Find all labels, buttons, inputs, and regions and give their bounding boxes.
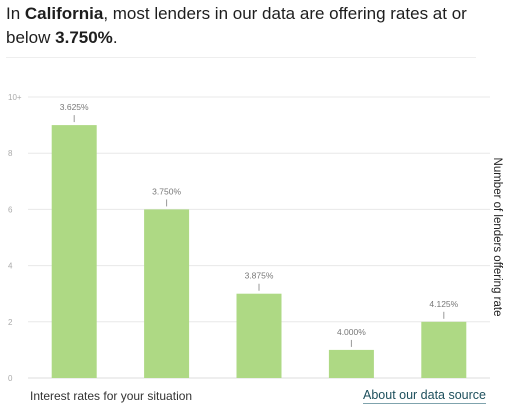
headline-prefix: In <box>6 4 25 23</box>
bar-data-label: 3.875% <box>245 271 274 281</box>
y-tick-label: 0 <box>8 374 13 383</box>
bar-data-label: 3.625% <box>60 102 89 112</box>
headline-rate: 3.750% <box>55 28 113 47</box>
bar <box>51 125 97 378</box>
y-tick-label: 4 <box>8 262 13 271</box>
bar-data-label: 4.125% <box>429 299 458 309</box>
y-tick-label: 2 <box>8 318 13 327</box>
x-axis-label: Interest rates for your situation <box>30 389 193 403</box>
y-tick-label: 6 <box>8 205 13 214</box>
y-axis-label: Number of lenders offering rate <box>491 157 503 317</box>
y-tick-label: 10+ <box>8 93 22 102</box>
bar <box>236 293 282 378</box>
data-source-link[interactable]: About our data source <box>363 388 486 404</box>
headline-middle: , most lenders in our data are offering … <box>6 4 467 47</box>
chart-headline: In California, most lenders in our data … <box>6 2 476 50</box>
bar <box>421 321 467 378</box>
headline-state: California <box>24 4 104 23</box>
bar-data-label: 4.000% <box>337 327 366 337</box>
y-tick-label: 8 <box>8 149 13 158</box>
header-divider <box>6 57 476 58</box>
headline-suffix: . <box>112 28 118 47</box>
bar-data-label: 3.750% <box>152 186 181 196</box>
bar <box>144 209 190 378</box>
bar <box>328 349 374 378</box>
